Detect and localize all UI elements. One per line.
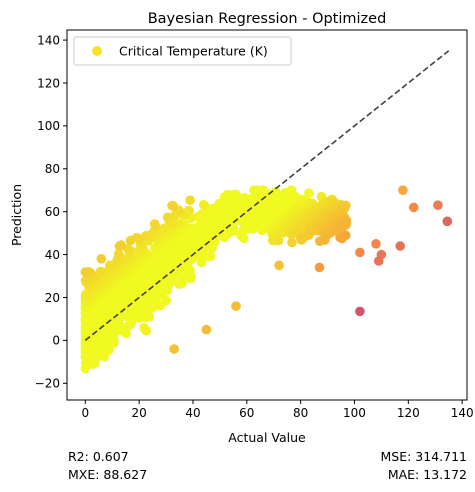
scatter-point bbox=[158, 223, 169, 234]
x-tick-label: 140 bbox=[451, 406, 474, 420]
scatter-point bbox=[408, 202, 419, 213]
y-tick-label: −20 bbox=[35, 377, 60, 391]
scatter-point bbox=[90, 358, 100, 369]
y-tick-label: 20 bbox=[45, 291, 60, 305]
scatter-point bbox=[99, 351, 109, 362]
scatter-point bbox=[121, 328, 131, 339]
scatter-point bbox=[239, 233, 249, 244]
scatter-chart: 0 20 40 60 80 100 120 140 −20 0 20 40 60 80 100 120 140… bbox=[9, 11, 474, 445]
y-tick-label: 140 bbox=[37, 33, 60, 47]
scatter-point bbox=[184, 205, 194, 216]
scatter-point bbox=[398, 185, 408, 195]
scatter-point bbox=[141, 325, 151, 336]
scatter-point bbox=[355, 306, 365, 317]
y-axis-label: Prediction bbox=[9, 184, 24, 246]
scatter-points bbox=[80, 185, 453, 374]
scatter-point bbox=[395, 241, 406, 251]
scatter-point bbox=[201, 324, 212, 335]
scatter-point bbox=[96, 253, 107, 264]
scatter-point bbox=[148, 302, 158, 313]
scatter-point bbox=[337, 233, 347, 244]
x-tick-label: 100 bbox=[343, 406, 366, 420]
scatter-point bbox=[373, 256, 384, 266]
scatter-point bbox=[167, 200, 177, 211]
scatter-point bbox=[198, 200, 209, 210]
scatter-point bbox=[304, 230, 314, 240]
x-axis-label: Actual Value bbox=[228, 430, 306, 445]
y-tick-label: 40 bbox=[45, 248, 60, 262]
legend-label: Critical Temperature (K) bbox=[119, 44, 268, 59]
scatter-point bbox=[274, 260, 284, 271]
y-tick-label: 60 bbox=[45, 205, 60, 219]
identity-line bbox=[84, 50, 450, 341]
scatter-point bbox=[149, 219, 160, 229]
x-axis: 0 20 40 60 80 100 120 140 bbox=[81, 400, 474, 420]
metric-mse: MSE: 314.711 bbox=[380, 449, 468, 464]
scatter-point bbox=[371, 239, 381, 249]
scatter-point bbox=[105, 260, 115, 271]
y-tick-label: 80 bbox=[45, 162, 60, 176]
scatter-point bbox=[169, 344, 179, 354]
scatter-point bbox=[196, 257, 207, 268]
scatter-point bbox=[248, 223, 258, 234]
scatter-point bbox=[144, 311, 155, 322]
scatter-point bbox=[177, 278, 187, 288]
scatter-point bbox=[155, 300, 166, 311]
scatter-point bbox=[287, 237, 297, 248]
scatter-point bbox=[442, 216, 453, 227]
scatter-point bbox=[228, 226, 239, 236]
scatter-point bbox=[319, 235, 330, 245]
x-tick-label: 120 bbox=[397, 406, 420, 420]
scatter-point bbox=[273, 235, 284, 246]
y-axis: −20 0 20 40 60 80 100 120 140 bbox=[35, 33, 67, 391]
scatter-point bbox=[193, 211, 203, 222]
y-tick-label: 0 bbox=[52, 334, 60, 348]
scatter-point bbox=[249, 185, 259, 195]
scatter-point bbox=[296, 235, 307, 245]
scatter-point bbox=[304, 188, 314, 198]
scatter-point bbox=[113, 249, 124, 259]
metric-mae: MAE: 13.172 bbox=[387, 467, 467, 482]
scatter-point bbox=[205, 251, 216, 262]
x-tick-label: 80 bbox=[293, 406, 308, 420]
scatter-point bbox=[95, 266, 106, 277]
scatter-point bbox=[80, 363, 91, 374]
scatter-point bbox=[219, 192, 230, 202]
plot-frame bbox=[66, 29, 468, 401]
x-tick-label: 0 bbox=[81, 406, 89, 420]
scatter-point bbox=[355, 247, 365, 258]
scatter-point bbox=[240, 192, 250, 203]
metric-mxe: MXE: 88.627 bbox=[68, 467, 148, 482]
scatter-point bbox=[162, 212, 173, 223]
scatter-point bbox=[114, 241, 125, 251]
x-tick-label: 40 bbox=[185, 406, 200, 420]
scatter-point bbox=[207, 243, 217, 253]
y-tick-label: 100 bbox=[37, 119, 60, 133]
scatter-point bbox=[80, 267, 91, 277]
scatter-point bbox=[219, 232, 229, 242]
legend: Critical Temperature (K) bbox=[73, 36, 292, 66]
x-tick-label: 60 bbox=[239, 406, 254, 420]
scatter-point bbox=[433, 200, 443, 210]
scatter-point bbox=[185, 273, 196, 284]
scatter-point bbox=[314, 262, 325, 273]
legend-box bbox=[73, 36, 292, 66]
scatter-point bbox=[231, 301, 241, 311]
scatter-point bbox=[125, 235, 136, 246]
x-tick-label: 20 bbox=[131, 406, 146, 420]
scatter-point bbox=[214, 198, 224, 209]
y-tick-label: 120 bbox=[37, 76, 60, 90]
scatter-point bbox=[185, 195, 195, 205]
chart-title: Bayesian Regression - Optimized bbox=[148, 11, 387, 27]
metric-r2: R2: 0.607 bbox=[68, 449, 129, 464]
legend-marker bbox=[92, 46, 102, 56]
